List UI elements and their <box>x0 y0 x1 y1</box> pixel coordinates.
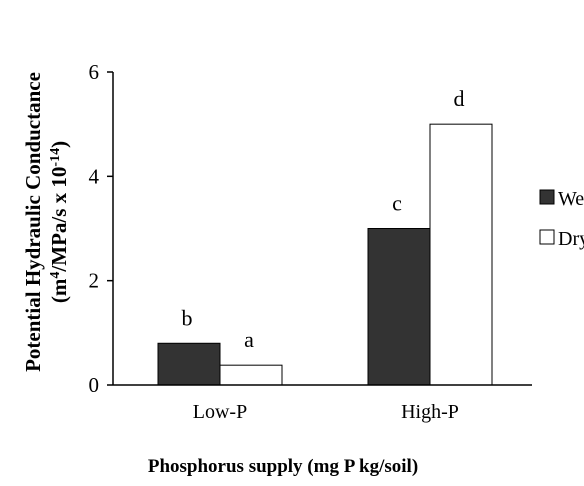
x-category-label: High-P <box>401 401 459 423</box>
bar-wet-high-p <box>367 228 431 386</box>
x-category-label: Low-P <box>193 401 247 423</box>
axes <box>112 72 532 386</box>
x-axis-categories: Low-P High-P <box>193 401 459 423</box>
y-axis-ticks: 0 2 4 6 <box>89 60 113 397</box>
significance-label: a <box>244 327 254 352</box>
x-axis-title: Phosphorus supply (mg P kg/soil) <box>148 456 418 477</box>
y-axis-title-superscript: -14 <box>48 148 63 167</box>
y-tick-label: 4 <box>89 164 100 188</box>
significance-label: c <box>392 191 402 216</box>
y-axis-title-superscript: 4 <box>48 272 63 279</box>
y-axis-title-line2: (m4/MPa/s x 10-14) <box>47 141 71 303</box>
y-tick-label: 2 <box>89 269 100 293</box>
legend-label-dry: Dry <box>558 228 584 250</box>
legend: Wet Dry <box>539 188 584 250</box>
bar-wet-low-p <box>157 342 221 386</box>
legend-swatch-wet <box>539 189 555 205</box>
y-tick-label: 0 <box>89 373 100 397</box>
legend-swatch-dry <box>539 229 555 245</box>
bars: b a c d <box>157 86 493 386</box>
significance-label: b <box>182 305 193 330</box>
y-axis-title-part: (m <box>47 278 71 303</box>
significance-label: d <box>454 86 465 111</box>
y-tick-label: 6 <box>89 60 100 84</box>
legend-label-wet: Wet <box>558 188 584 210</box>
bar-dry-low-p <box>219 364 283 386</box>
y-axis-title: Potential Hydraulic Conductance (m4/MPa/… <box>21 72 71 372</box>
y-axis-title-part: ) <box>47 141 71 148</box>
bar-dry-high-p <box>429 123 493 386</box>
y-axis-title-part: /MPa/s x 10 <box>47 167 71 273</box>
y-axis-title-line1: Potential Hydraulic Conductance <box>21 72 45 372</box>
